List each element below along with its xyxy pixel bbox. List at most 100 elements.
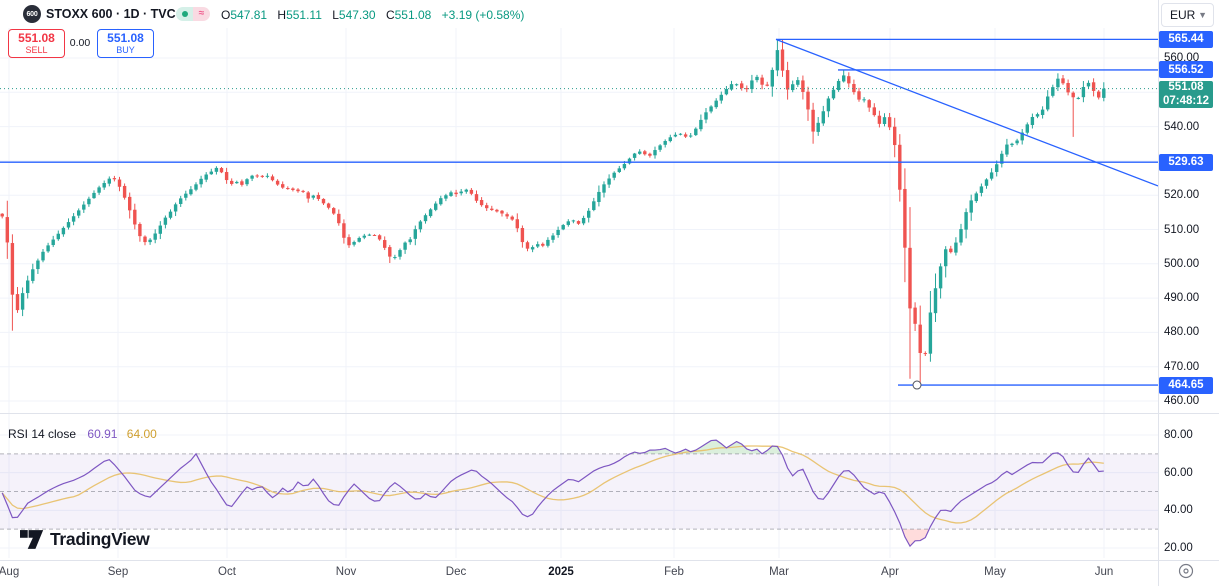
time-axis-label: Sep	[107, 566, 129, 578]
market-status-toggle[interactable]: ≈	[176, 7, 210, 21]
candle-body	[1056, 78, 1060, 88]
candle-body	[179, 198, 183, 204]
price-level-label[interactable]: 529.63	[1159, 153, 1213, 171]
buy-price: 551.08	[107, 31, 144, 45]
candle-body	[408, 239, 412, 243]
candle-body	[148, 239, 152, 243]
candle-body	[694, 128, 698, 136]
candle-body	[587, 210, 591, 218]
candle-body	[117, 179, 122, 187]
sell-button[interactable]: 551.08 SELL	[8, 29, 65, 58]
price-level-label[interactable]: 464.65	[1159, 376, 1213, 394]
candle-body	[454, 192, 458, 195]
candle-body	[842, 75, 846, 82]
rsi-line	[1, 439, 1104, 548]
candle-body	[20, 293, 25, 310]
candle-body	[683, 134, 688, 137]
pane-separator[interactable]	[0, 413, 1219, 414]
candle-body	[1035, 114, 1040, 117]
watermark-text: TradingView	[50, 529, 150, 549]
candle-body	[265, 175, 270, 177]
candle-body	[903, 188, 907, 248]
candle-body	[541, 243, 545, 246]
candle-body	[428, 209, 433, 217]
candle-body	[816, 122, 820, 132]
time-axis-label: Nov	[335, 566, 357, 578]
trendline[interactable]	[775, 38, 1158, 187]
candle-body	[56, 233, 60, 240]
scale-settings-icon[interactable]	[1177, 562, 1195, 580]
candle-body	[709, 106, 713, 112]
buy-label: BUY	[116, 45, 135, 55]
candle-body	[592, 201, 596, 210]
timeline-separator[interactable]	[0, 560, 1219, 561]
symbol-title[interactable]: STOXX 600 · 1D · TVC	[46, 7, 176, 21]
candle-body	[770, 69, 774, 87]
candle-body	[734, 84, 739, 86]
candle-body	[913, 307, 917, 324]
candle-body	[383, 240, 387, 248]
rsi-ma-value: 64.00	[126, 427, 157, 441]
currency-selector[interactable]: EUR ▼	[1161, 3, 1214, 27]
time-axis-label: Oct	[218, 566, 236, 578]
low-value: 547.30	[338, 8, 376, 22]
candle-body	[490, 208, 494, 211]
candle-body	[989, 172, 994, 179]
price-tick-label: 510.00	[1164, 223, 1200, 236]
axis-separator[interactable]	[1158, 0, 1159, 586]
last-price-label[interactable]: 551.08 07:48:12	[1159, 81, 1213, 109]
candle-body	[617, 168, 621, 173]
candle-body	[347, 237, 351, 246]
time-axis[interactable]: Aug Sep Oct Nov Dec 2025 Feb Mar Apr May Jun	[0, 561, 1158, 586]
candle-body	[214, 167, 219, 172]
symbol-logo: 600	[23, 5, 41, 23]
candle-body	[92, 192, 96, 199]
chart-canvas[interactable]	[0, 0, 1158, 560]
price-level-label[interactable]: 565.44	[1159, 30, 1213, 48]
candle-body	[1066, 83, 1070, 93]
candle-body	[964, 212, 968, 230]
candle-body	[893, 126, 897, 146]
candle-body	[143, 236, 147, 243]
candle-body	[158, 225, 162, 234]
candle-body	[1076, 97, 1080, 99]
low-label: L	[332, 8, 339, 22]
candle-body	[362, 235, 366, 238]
candle-body	[918, 324, 922, 353]
candle-body	[831, 89, 836, 99]
candle-body	[332, 208, 336, 214]
candle-body	[250, 175, 254, 179]
price-tick-label: 480.00	[1164, 326, 1200, 339]
rsi-legend: RSI 14 close 60.91 64.00	[8, 427, 157, 441]
price-level-label[interactable]: 556.52	[1159, 61, 1213, 79]
time-axis-label: Mar	[769, 566, 789, 578]
rsi-tick-label: 60.00	[1164, 466, 1193, 479]
market-open-icon	[176, 7, 193, 21]
candle-body	[821, 111, 825, 124]
candle-body	[291, 188, 295, 190]
candle-body	[311, 195, 315, 198]
rsi-oversold-fill	[2, 529, 1104, 547]
candle-body	[780, 49, 785, 71]
candle-body	[413, 229, 417, 239]
sell-price: 551.08	[18, 31, 55, 45]
candle-body	[372, 234, 377, 236]
close-label: C	[385, 8, 395, 22]
candle-body	[908, 247, 912, 309]
buy-button[interactable]: 551.08 BUY	[97, 29, 154, 58]
candle-body	[765, 84, 769, 86]
candle-body	[1097, 91, 1101, 98]
candle-body	[877, 115, 882, 124]
rsi-band	[0, 453, 1158, 530]
rsi-title[interactable]: RSI 14 close	[8, 427, 77, 441]
candle-body	[740, 83, 744, 89]
candle-body	[898, 144, 902, 190]
candle-body	[464, 189, 468, 192]
open-label: O	[221, 8, 231, 22]
candle-body	[852, 84, 856, 93]
candle-body	[663, 141, 667, 145]
candle-body	[219, 168, 224, 173]
chevron-down-icon: ▼	[1198, 10, 1207, 20]
candle-body	[689, 135, 693, 137]
level-anchor-marker[interactable]	[912, 380, 922, 390]
